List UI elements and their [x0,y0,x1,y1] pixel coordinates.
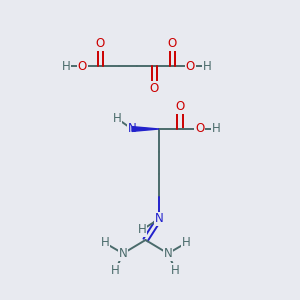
Text: H: H [111,263,120,277]
Text: O: O [150,82,159,95]
Text: O: O [186,59,195,73]
Text: H: H [138,223,147,236]
Text: N: N [128,122,136,136]
Text: N: N [118,247,127,260]
Text: O: O [78,59,87,73]
Text: H: H [61,59,70,73]
Text: H: H [171,263,180,277]
Text: O: O [168,37,177,50]
Polygon shape [132,127,159,131]
Text: H: H [112,112,122,125]
Text: H: H [100,236,109,250]
Text: H: H [212,122,220,136]
Text: N: N [154,212,164,226]
Text: N: N [164,247,172,260]
Text: O: O [96,37,105,50]
Text: O: O [195,122,204,136]
Text: H: H [182,236,190,250]
Text: H: H [202,59,211,73]
Text: O: O [176,100,184,113]
